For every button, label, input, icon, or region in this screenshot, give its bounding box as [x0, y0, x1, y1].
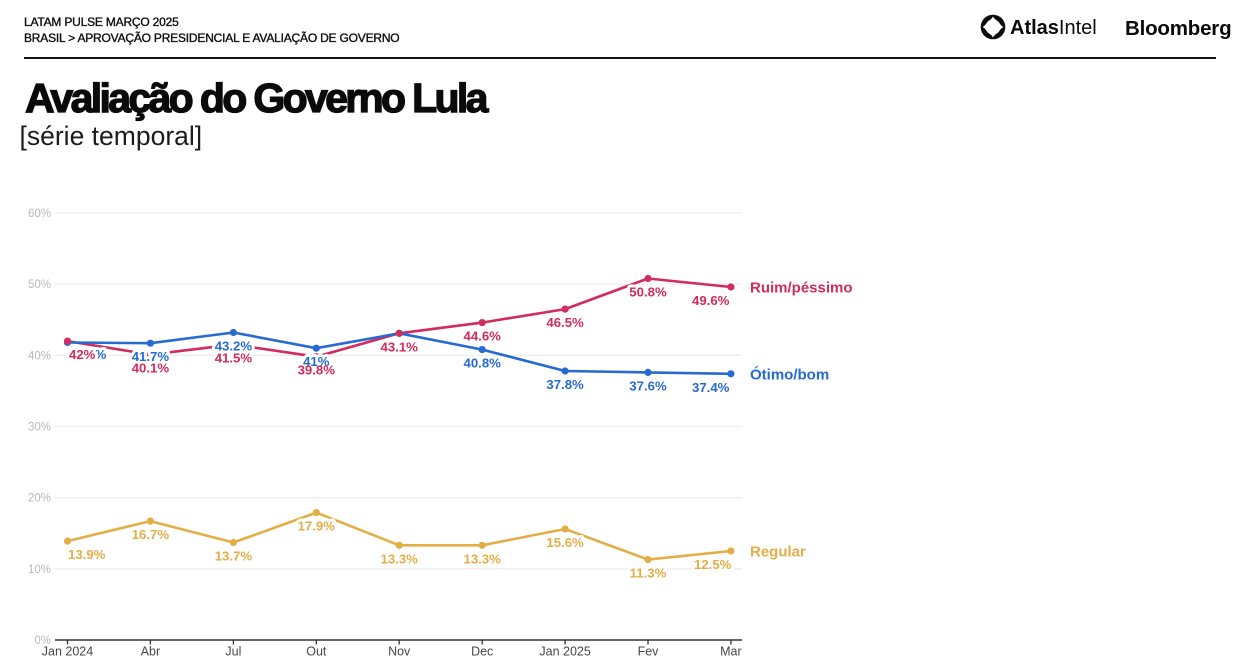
- svg-text:49.6%: 49.6%: [692, 293, 730, 308]
- svg-text:37.8%: 37.8%: [546, 377, 584, 392]
- svg-text:Dec: Dec: [471, 644, 493, 658]
- svg-text:43.1%: 43.1%: [380, 339, 418, 354]
- svg-text:41.7%: 41.7%: [132, 349, 170, 364]
- svg-text:41%: 41%: [303, 354, 330, 369]
- svg-text:16.7%: 16.7%: [132, 527, 170, 542]
- svg-text:40.1%: 40.1%: [132, 361, 170, 376]
- svg-text:Regular: Regular: [750, 544, 806, 561]
- svg-text:Nov: Nov: [388, 644, 411, 658]
- svg-text:43.1%: 43.1%: [380, 339, 418, 354]
- svg-text:46.5%: 46.5%: [546, 315, 584, 330]
- svg-text:Jul: Jul: [225, 644, 241, 658]
- svg-text:Fev: Fev: [638, 644, 660, 658]
- svg-text:13.7%: 13.7%: [215, 549, 253, 564]
- svg-text:13.3%: 13.3%: [463, 551, 501, 566]
- svg-text:43.1%: 43.1%: [380, 339, 418, 354]
- svg-text:41%: 41%: [303, 354, 330, 369]
- svg-text:30%: 30%: [28, 422, 51, 434]
- svg-text:17.9%: 17.9%: [298, 519, 336, 534]
- svg-text:42%: 42%: [69, 347, 96, 362]
- svg-text:20%: 20%: [28, 493, 51, 505]
- svg-text:50%: 50%: [28, 279, 51, 291]
- svg-text:16.7%: 16.7%: [132, 527, 170, 542]
- svg-text:40.8%: 40.8%: [463, 356, 501, 371]
- svg-text:42%: 42%: [69, 347, 96, 362]
- svg-text:13.3%: 13.3%: [380, 551, 418, 566]
- svg-text:13.3%: 13.3%: [380, 551, 418, 566]
- svg-text:44.6%: 44.6%: [463, 329, 501, 344]
- svg-text:37.6%: 37.6%: [629, 378, 667, 393]
- svg-text:17.9%: 17.9%: [298, 519, 336, 534]
- svg-text:40.8%: 40.8%: [463, 356, 501, 371]
- svg-text:13.7%: 13.7%: [215, 549, 253, 564]
- svg-text:Ruim/péssimo: Ruim/péssimo: [750, 280, 853, 297]
- svg-text:44.6%: 44.6%: [463, 329, 501, 344]
- svg-text:41.5%: 41.5%: [215, 351, 253, 366]
- svg-text:37.4%: 37.4%: [692, 380, 730, 395]
- svg-text:41.8%: 41.8%: [69, 347, 107, 362]
- svg-text:37.8%: 37.8%: [546, 377, 584, 392]
- svg-text:41.8%: 41.8%: [69, 347, 107, 362]
- svg-text:Mar: Mar: [720, 644, 742, 658]
- svg-text:41.5%: 41.5%: [215, 351, 253, 366]
- svg-text:46.5%: 46.5%: [546, 315, 584, 330]
- svg-text:Jan 2024: Jan 2024: [42, 644, 93, 658]
- svg-text:60%: 60%: [28, 208, 51, 220]
- svg-text:43.1%: 43.1%: [380, 339, 418, 354]
- svg-text:37.4%: 37.4%: [692, 380, 730, 395]
- svg-text:Jan 2025: Jan 2025: [539, 644, 590, 658]
- svg-text:12.5%: 12.5%: [694, 557, 732, 572]
- svg-text:43.2%: 43.2%: [215, 339, 253, 354]
- svg-text:41.7%: 41.7%: [132, 349, 170, 364]
- svg-text:37.6%: 37.6%: [629, 378, 667, 393]
- svg-text:15.6%: 15.6%: [546, 535, 584, 550]
- svg-text:13.3%: 13.3%: [463, 551, 501, 566]
- svg-text:50.8%: 50.8%: [629, 285, 667, 300]
- svg-text:10%: 10%: [28, 564, 51, 576]
- svg-text:39.8%: 39.8%: [298, 363, 336, 378]
- svg-text:39.8%: 39.8%: [298, 363, 336, 378]
- svg-text:12.5%: 12.5%: [694, 557, 732, 572]
- svg-text:40.1%: 40.1%: [132, 361, 170, 376]
- svg-text:13.9%: 13.9%: [68, 547, 106, 562]
- svg-text:11.3%: 11.3%: [630, 566, 667, 581]
- svg-text:13.9%: 13.9%: [68, 547, 106, 562]
- svg-text:Ótimo/bom: Ótimo/bom: [750, 366, 829, 384]
- svg-text:50.8%: 50.8%: [629, 285, 667, 300]
- svg-text:11.3%: 11.3%: [630, 566, 667, 581]
- svg-text:49.6%: 49.6%: [692, 293, 730, 308]
- svg-text:Abr: Abr: [141, 644, 160, 658]
- svg-text:40%: 40%: [28, 350, 51, 362]
- svg-text:0%: 0%: [34, 635, 51, 647]
- svg-text:Out: Out: [306, 644, 327, 658]
- svg-text:15.6%: 15.6%: [546, 535, 584, 550]
- svg-text:43.2%: 43.2%: [215, 339, 253, 354]
